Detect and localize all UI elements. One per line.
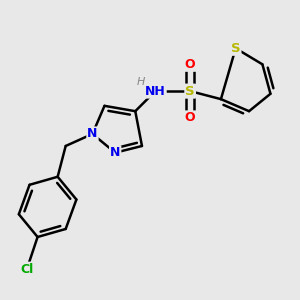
Text: N: N [110, 146, 120, 159]
Text: O: O [185, 58, 196, 71]
Text: O: O [185, 111, 196, 124]
Text: S: S [231, 42, 241, 55]
Text: N: N [87, 128, 98, 140]
Text: S: S [185, 85, 195, 98]
Text: H: H [136, 77, 145, 87]
Text: Cl: Cl [20, 262, 34, 276]
Text: NH: NH [145, 85, 166, 98]
